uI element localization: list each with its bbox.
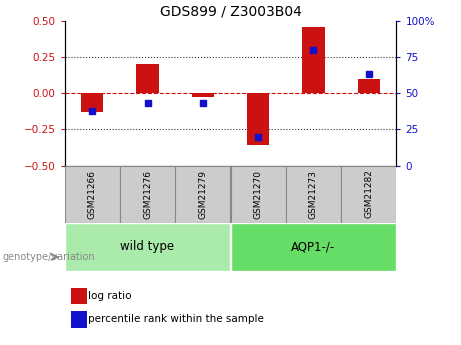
Bar (247, 93, 269, 145)
Bar (358, 79, 380, 93)
Bar (71, 311, 87, 327)
Text: GSM21282: GSM21282 (364, 170, 373, 218)
Text: GSM21276: GSM21276 (143, 169, 152, 219)
Title: GDS899 / Z3003B04: GDS899 / Z3003B04 (160, 4, 301, 18)
Bar (231, 166, 285, 223)
Text: GSM21279: GSM21279 (198, 169, 207, 219)
Text: genotype/variation: genotype/variation (2, 252, 95, 262)
Bar (176, 166, 230, 223)
Bar (65, 166, 119, 223)
Text: percentile rank within the sample: percentile rank within the sample (88, 314, 264, 324)
Bar (192, 93, 214, 97)
Text: AQP1-/-: AQP1-/- (291, 240, 336, 253)
Text: wild type: wild type (120, 240, 175, 253)
Text: GSM21266: GSM21266 (88, 169, 97, 219)
Bar (81, 93, 103, 112)
Bar (65, 223, 230, 271)
Bar (71, 288, 87, 304)
Bar (120, 166, 175, 223)
Bar (302, 27, 325, 93)
Bar (286, 166, 341, 223)
Bar (342, 166, 396, 223)
Bar (136, 64, 159, 93)
Bar (231, 223, 396, 271)
Text: GSM21270: GSM21270 (254, 169, 263, 219)
Text: log ratio: log ratio (88, 291, 131, 301)
Text: GSM21273: GSM21273 (309, 169, 318, 219)
